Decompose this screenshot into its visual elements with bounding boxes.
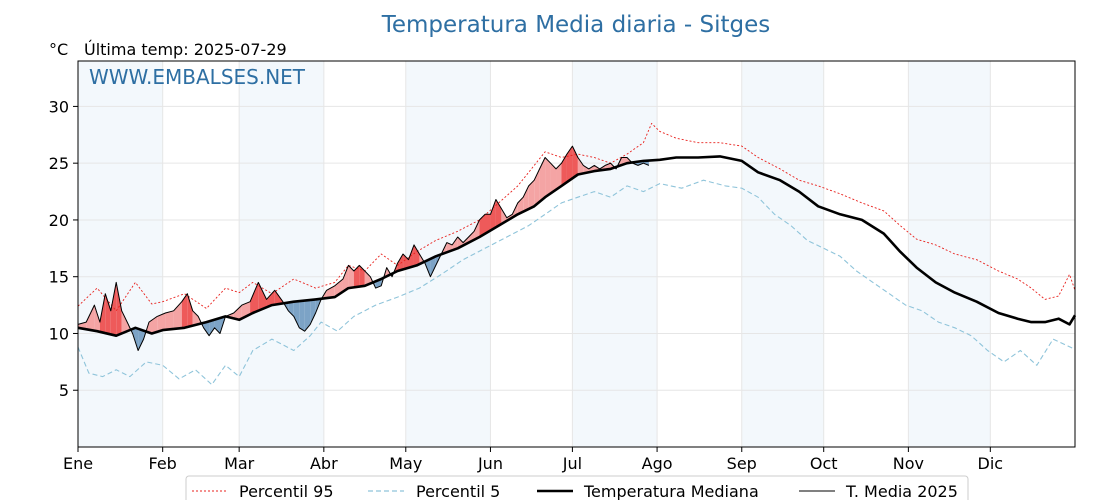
anomaly-above	[539, 157, 546, 202]
anomaly-above	[353, 265, 360, 288]
y-axis: 5 10 15 20 25 30	[49, 97, 78, 400]
anomaly-above	[523, 185, 529, 212]
anomaly-above	[577, 157, 584, 175]
plot-frame	[77, 60, 1076, 448]
anomaly-below	[299, 300, 305, 332]
anomaly-above	[528, 180, 535, 209]
legend-label-p95: Percentil 95	[239, 482, 334, 500]
x-tick-label: Jun	[477, 454, 503, 473]
anomaly-fills	[78, 146, 649, 351]
anomaly-above	[566, 146, 573, 183]
series-line-p95	[77, 122, 1076, 312]
x-tick-label: Mar	[224, 454, 255, 473]
x-axis: Ene Feb Mar Abr May Jun Jul Ago Sep Oct Nov Dic	[63, 447, 1003, 473]
x-tick-label: Ago	[642, 454, 673, 473]
anomaly-above	[359, 265, 365, 287]
anomaly-above	[364, 271, 371, 286]
anomaly-below	[138, 328, 144, 351]
anomaly-above	[550, 163, 557, 194]
series-line-median	[77, 155, 1077, 338]
anomaly-below	[310, 299, 316, 325]
anomaly-above	[250, 282, 259, 315]
chart-title: Temperatura Media diaria - Sitges	[381, 12, 771, 38]
anomaly-below	[203, 321, 210, 336]
anomaly-above	[517, 197, 524, 215]
x-tick-label: Feb	[149, 454, 177, 473]
y-tick-label: 30	[49, 97, 69, 116]
anomaly-below	[304, 299, 311, 332]
x-tick-label: Abr	[310, 454, 338, 473]
anomaly-above	[258, 282, 267, 311]
anomaly-above	[187, 293, 193, 328]
anomaly-below	[209, 319, 215, 336]
anomaly-above	[342, 265, 349, 292]
legend-box	[185, 475, 969, 500]
x-tick-label: Oct	[810, 454, 838, 473]
series-line-2025	[77, 145, 650, 351]
grid-lines	[77, 61, 1075, 447]
month-band	[239, 61, 324, 447]
anomaly-above	[173, 301, 182, 329]
legend-label-median: Temperatura Mediana	[583, 482, 759, 500]
y-tick-label: 10	[49, 324, 69, 343]
x-tick-label: Ene	[63, 454, 93, 473]
legend-label-year: T. Media 2025	[845, 482, 958, 500]
anomaly-above	[561, 154, 567, 186]
y-tick-label: 20	[49, 211, 69, 230]
series-line-p5	[77, 179, 1076, 386]
anomaly-above	[484, 214, 491, 234]
series-lines	[77, 122, 1077, 386]
anomaly-above	[99, 293, 106, 334]
anomaly-below	[293, 301, 300, 328]
x-tick-label: Sep	[727, 454, 757, 473]
anomaly-above	[165, 310, 174, 330]
anomaly-above	[105, 293, 111, 335]
anomaly-above	[233, 305, 242, 319]
y-tick-label: 5	[59, 381, 69, 400]
anomaly-above	[572, 146, 578, 179]
anomaly-above	[266, 290, 275, 308]
anomaly-above	[348, 265, 354, 289]
anomaly-below	[214, 318, 221, 334]
anomaly-above	[397, 254, 404, 272]
anomaly-above	[157, 313, 166, 332]
month-bands	[78, 61, 991, 447]
anomaly-above	[479, 214, 485, 237]
y-tick-label: 15	[49, 268, 69, 287]
anomaly-above	[474, 219, 480, 240]
anomaly-above	[556, 163, 562, 190]
anomaly-above	[86, 305, 95, 331]
month-band	[908, 61, 991, 447]
month-band	[572, 61, 658, 447]
anomaly-above	[192, 310, 199, 326]
anomaly-above	[121, 310, 128, 334]
anomaly-above	[408, 244, 414, 268]
anomaly-above	[94, 305, 100, 332]
anomaly-above	[403, 254, 409, 270]
anomaly-above	[110, 282, 117, 336]
month-band	[78, 61, 163, 447]
anomaly-above	[545, 157, 551, 198]
anomaly-above	[413, 244, 420, 267]
anomaly-below	[288, 301, 294, 317]
anomaly-below	[430, 256, 436, 277]
x-tick-label: Dic	[978, 454, 1004, 473]
anomaly-above	[149, 316, 158, 333]
anomaly-above	[326, 285, 335, 299]
legend: Percentil 95 Percentil 5 Temperatura Med…	[185, 475, 969, 500]
watermark: WWW.EMBALSES.NET	[89, 65, 306, 89]
anomaly-above	[181, 293, 188, 329]
anomaly-above	[452, 236, 458, 251]
x-tick-label: May	[389, 454, 422, 473]
anomaly-above	[116, 282, 122, 336]
anomaly-above	[490, 199, 496, 231]
y-tick-label: 25	[49, 154, 69, 173]
legend-label-p5: Percentil 5	[416, 482, 500, 500]
last-temp-label: Última temp: 2025-07-29	[84, 40, 287, 59]
x-tick-label: Nov	[893, 454, 924, 473]
y-unit-label: °C	[49, 40, 68, 59]
month-band	[741, 61, 824, 447]
x-tick-label: Jul	[562, 454, 582, 473]
